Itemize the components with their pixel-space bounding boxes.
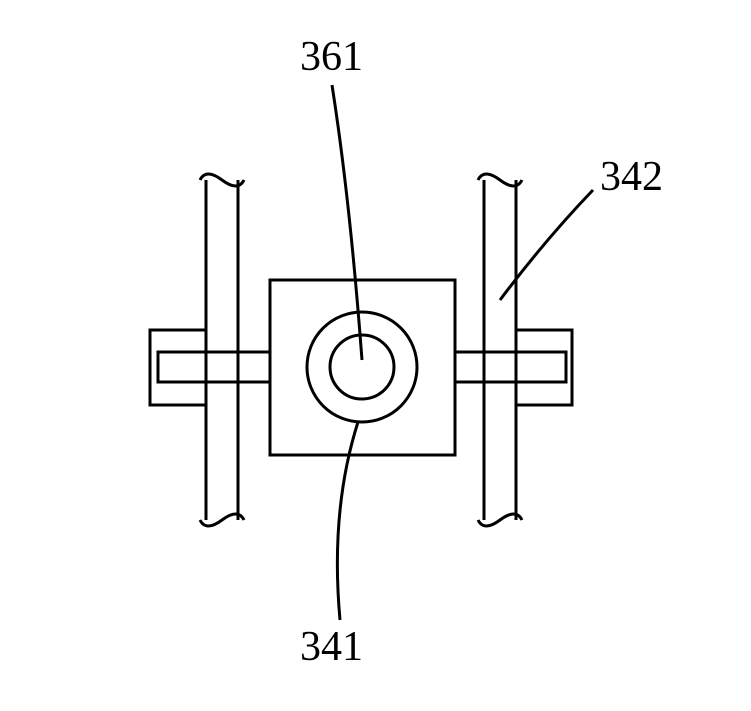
- label-342: 342: [600, 154, 663, 200]
- label-341: 341: [300, 624, 363, 670]
- mechanical-diagram: 361 342 341: [0, 0, 751, 711]
- label-361: 361: [300, 34, 363, 80]
- center-block: [270, 280, 455, 455]
